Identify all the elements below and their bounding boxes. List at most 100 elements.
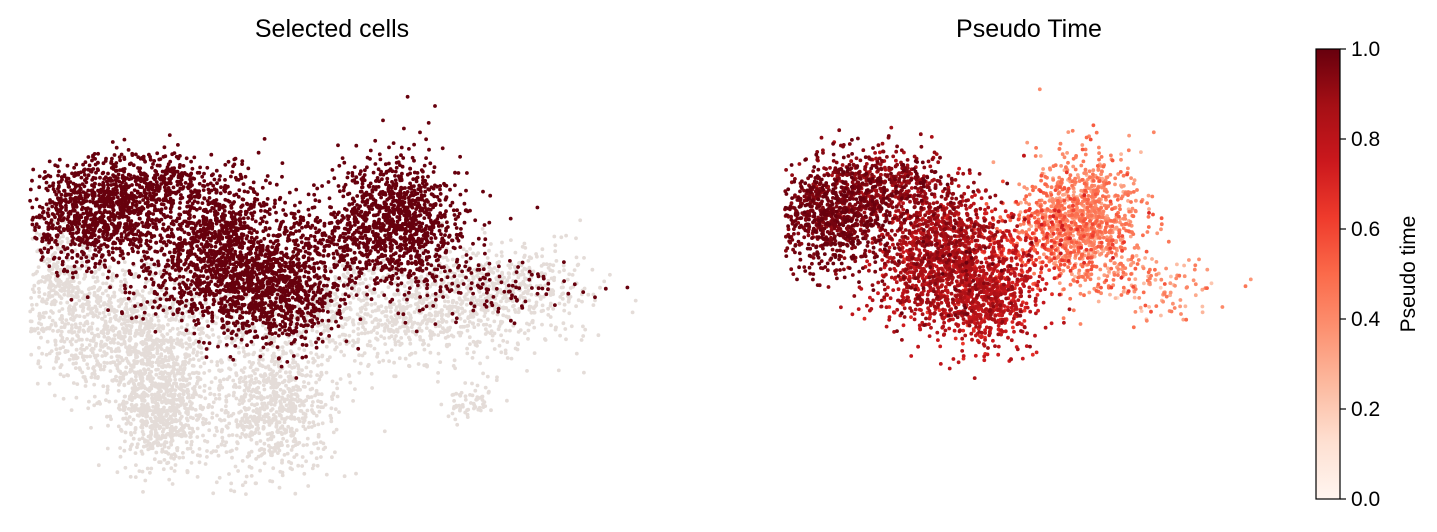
unselected-cell-point — [515, 347, 520, 352]
unselected-cell-point — [215, 315, 220, 320]
unselected-cell-point — [551, 263, 556, 268]
unselected-cell-point — [385, 350, 389, 355]
unselected-cell-point — [436, 351, 441, 356]
unselected-cell-point — [237, 380, 242, 385]
unselected-cell-point — [181, 362, 186, 367]
unselected-cell-point — [224, 408, 228, 413]
unselected-cell-point — [221, 439, 225, 443]
unselected-cell-point — [412, 310, 417, 315]
unselected-cell-point — [439, 308, 444, 313]
unselected-cell-point — [71, 310, 75, 315]
unselected-cell-point — [162, 458, 167, 462]
unselected-cell-point — [551, 307, 556, 311]
selected-cell-point — [137, 234, 142, 239]
unselected-cell-point — [154, 372, 159, 377]
unselected-cell-point — [172, 469, 177, 473]
unselected-cell-point — [190, 363, 195, 368]
unselected-cell-point — [548, 293, 553, 297]
unselected-cell-point — [315, 373, 319, 377]
unselected-cell-point — [145, 345, 150, 350]
unselected-cell-point — [549, 323, 553, 328]
unselected-cell-point — [273, 311, 278, 316]
unselected-cell-point — [389, 327, 393, 332]
unselected-cell-point — [318, 440, 323, 444]
unselected-cell-point — [135, 370, 140, 375]
selected-cell-point — [59, 214, 63, 218]
unselected-cell-point — [454, 301, 459, 305]
unselected-cell-point — [383, 342, 388, 346]
unselected-cell-point — [214, 396, 218, 401]
unselected-cell-point — [389, 315, 394, 320]
unselected-cell-point — [148, 470, 152, 475]
unselected-cell-point — [71, 356, 76, 361]
unselected-cell-point — [452, 358, 457, 363]
unselected-cell-point — [329, 406, 334, 411]
unselected-cell-point — [210, 327, 215, 332]
unselected-cell-point — [457, 403, 462, 408]
unselected-cell-point — [95, 327, 100, 332]
unselected-cell-point — [53, 321, 58, 326]
unselected-cell-point — [386, 285, 391, 290]
unselected-cell-point — [191, 342, 196, 346]
unselected-cell-point — [468, 247, 472, 251]
unselected-cell-point — [124, 401, 128, 405]
unselected-cell-point — [520, 244, 525, 249]
unselected-cell-point — [244, 492, 248, 496]
unselected-cell-point — [233, 383, 238, 388]
selected-cell-point — [34, 197, 39, 202]
unselected-cell-point — [37, 286, 41, 291]
unselected-cell-point — [141, 313, 146, 318]
unselected-cell-point — [72, 353, 77, 358]
unselected-cell-point — [108, 369, 113, 373]
unselected-cell-point — [127, 337, 132, 342]
unselected-cell-point — [287, 377, 292, 382]
unselected-cell-point — [274, 410, 279, 414]
unselected-cell-point — [237, 423, 242, 427]
unselected-cell-point — [224, 450, 229, 454]
unselected-cell-point — [546, 306, 550, 311]
unselected-cell-point — [95, 359, 99, 363]
unselected-cell-point — [598, 285, 602, 290]
unselected-cell-point — [357, 370, 362, 375]
unselected-cell-point — [523, 296, 527, 300]
unselected-cell-point — [85, 362, 90, 367]
unselected-cell-point — [148, 320, 153, 324]
unselected-cell-point — [277, 485, 282, 490]
unselected-cell-point — [140, 329, 144, 334]
unselected-cell-point — [64, 318, 69, 322]
unselected-cell-point — [85, 312, 90, 317]
unselected-cell-point — [233, 464, 238, 469]
unselected-cell-point — [366, 330, 370, 335]
unselected-cell-point — [211, 400, 216, 405]
unselected-cell-point — [207, 428, 212, 433]
selected-cell-point — [30, 205, 35, 210]
unselected-cell-point — [284, 383, 288, 388]
unselected-cell-point — [436, 320, 441, 324]
unselected-cell-point — [80, 290, 84, 294]
unselected-cell-point — [207, 421, 212, 425]
unselected-cell-point — [251, 387, 256, 392]
selected-cell-point — [50, 204, 55, 209]
unselected-cell-point — [224, 424, 229, 429]
unselected-cell-point — [157, 375, 162, 380]
unselected-cell-point — [574, 351, 579, 356]
unselected-cell-point — [436, 379, 440, 384]
unselected-cell-point — [548, 262, 552, 267]
unselected-cell-point — [130, 365, 135, 369]
unselected-cell-point — [112, 294, 117, 298]
unselected-cell-point — [236, 469, 241, 473]
unselected-cell-point — [97, 311, 102, 316]
unselected-cell-point — [181, 455, 186, 460]
unselected-cell-point — [466, 323, 471, 328]
unselected-cell-point — [133, 272, 137, 277]
unselected-cell-point — [207, 335, 211, 340]
unselected-cell-point — [546, 266, 551, 270]
unselected-cell-point — [527, 255, 532, 259]
unselected-cell-point — [105, 384, 110, 389]
unselected-cell-point — [485, 374, 490, 379]
unselected-cell-point — [151, 441, 156, 445]
unselected-cell-point — [495, 260, 500, 265]
unselected-cell-point — [115, 470, 120, 475]
unselected-cell-point — [125, 328, 129, 332]
unselected-cell-point — [32, 283, 37, 288]
